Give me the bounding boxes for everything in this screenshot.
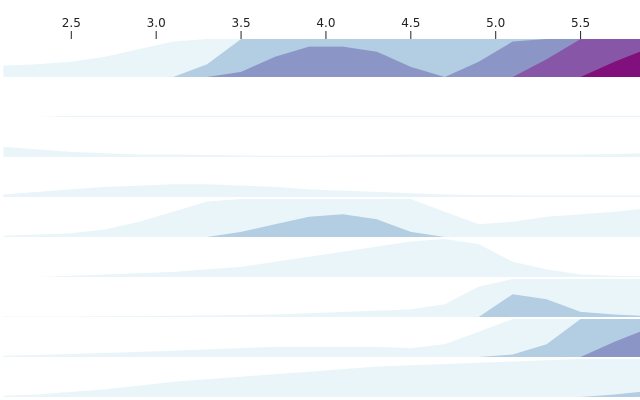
- row-separator: [0, 77, 640, 79]
- ridge-row-4: [0, 184, 640, 199]
- row-separator: [0, 237, 640, 239]
- ridge-row-6: [0, 239, 640, 279]
- ridge-row-8: [0, 319, 640, 359]
- ridge-9-band-1: [3, 359, 640, 397]
- x-tick-label: 3.0: [147, 16, 166, 30]
- x-axis: 2.5 3.0 3.5 4.0 4.5 5.0 5.5: [62, 16, 590, 39]
- ridge-3-band-1: [3, 146, 640, 157]
- ridge-1-band-4: [3, 39, 640, 77]
- x-tick-label: 3.5: [232, 16, 251, 30]
- row-separator: [0, 317, 640, 319]
- x-tick-label: 5.0: [486, 16, 505, 30]
- x-tick-label: 4.5: [401, 16, 420, 30]
- ridge-5-band-2: [3, 214, 640, 237]
- ridgeline-rows: [0, 39, 640, 399]
- ridge-7-band-1: [3, 279, 640, 317]
- x-tick-label: 5.5: [571, 16, 590, 30]
- ridge-7-band-2: [3, 294, 640, 317]
- ridge-6-band-1: [3, 239, 640, 277]
- row-separator: [0, 357, 640, 359]
- row-separator: [0, 397, 640, 399]
- x-tick-label: 4.0: [316, 16, 335, 30]
- row-separator: [0, 157, 640, 159]
- ridge-2-band-1: [3, 115, 640, 117]
- row-separator: [0, 277, 640, 279]
- ridge-4-band-1: [3, 184, 640, 197]
- row-separator: [0, 197, 640, 199]
- row-separator: [0, 117, 640, 119]
- ridge-row-9: [0, 359, 640, 399]
- ridge-row-1: [0, 39, 640, 79]
- ridge-row-2: [0, 115, 640, 119]
- ridge-8-band-2: [3, 319, 640, 357]
- ridge-8-band-1: [3, 319, 640, 357]
- ridge-row-5: [0, 199, 640, 239]
- ridge-row-3: [0, 146, 640, 159]
- ridge-1-band-3: [3, 39, 640, 77]
- x-tick-label: 2.5: [62, 16, 81, 30]
- ridge-row-7: [0, 279, 640, 319]
